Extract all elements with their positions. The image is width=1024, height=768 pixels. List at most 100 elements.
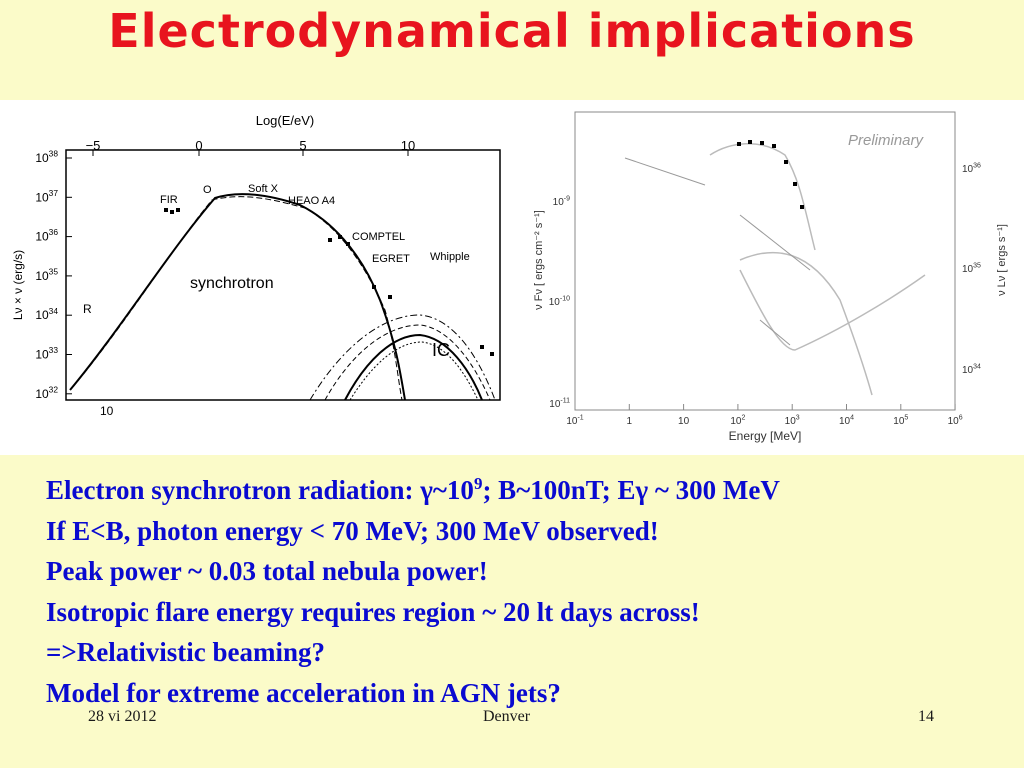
annotation: IC (432, 340, 450, 360)
y-tick-label-base: 10 (35, 269, 49, 283)
x-tick-label: 105 (893, 415, 908, 428)
y-tick-label: 10-11 (549, 398, 570, 411)
y-tick-label-base: 10 (35, 151, 49, 165)
y-tick-label-exp: 34 (49, 306, 59, 316)
annotation: O (203, 184, 212, 196)
y-tick-label-base: 10 (549, 297, 561, 308)
annotation: synchrotron (190, 275, 274, 292)
x-tick-label: −5 (86, 138, 101, 153)
y-tick-label: 1036 (35, 227, 58, 243)
bullet: Electron synchrotron radiation: γ~109; B… (46, 470, 780, 511)
y2-tick-label: 1036 (962, 163, 981, 176)
y-tick-label-base: 10 (35, 348, 49, 362)
synchrotron-model (71, 196, 403, 401)
bullet: Model for extreme acceleration in AGN je… (46, 673, 780, 714)
y-tick-label: 1034 (35, 306, 58, 322)
bottom-label: 10 (100, 404, 114, 418)
figures: Log(E/eV)−5 0 5 101038103710361035103410331… (0, 100, 1024, 455)
y-tick-label-exp: 36 (49, 227, 59, 237)
bullet-text: ; B~100nT; Eγ ~ 300 MeV (482, 475, 780, 505)
y-tick-label: 1035 (35, 267, 58, 283)
y-tick-label: 1032 (35, 384, 58, 400)
y-tick-label-exp: -9 (564, 196, 570, 203)
y-tick-label-exp: 38 (49, 149, 59, 159)
x-axis-title: Log(E/eV) (256, 113, 315, 128)
y-tick-label-exp: 35 (49, 267, 59, 277)
synchrotron-curve (739, 251, 873, 396)
figure-background (0, 100, 1024, 455)
x-tick-label-exp: 6 (959, 415, 963, 422)
footer-place: Denver (483, 708, 531, 725)
watermark: Preliminary (848, 132, 925, 149)
annotation: Soft X (248, 183, 279, 195)
y2-tick-label: 1034 (962, 364, 981, 377)
bullet-list: Electron synchrotron radiation: γ~109; B… (46, 470, 780, 713)
bullet-text: Peak power ~ 0.03 total nebula power! (46, 556, 488, 586)
right-plot-frame (574, 111, 956, 411)
x-tick-label-exp: 2 (742, 415, 746, 422)
y2-tick-label-exp: 36 (973, 163, 981, 170)
flare-curve (709, 143, 816, 251)
x-tick-label: 103 (785, 415, 800, 428)
y-tick-label: 1037 (35, 188, 58, 204)
ic-curve (324, 324, 491, 401)
x-tick-label-exp: 3 (796, 415, 800, 422)
x-tick-label-exp: -1 (577, 415, 583, 422)
bullet: Peak power ~ 0.03 total nebula power! (46, 551, 780, 592)
footer-date: 28 vi 2012 (88, 708, 157, 725)
y2-tick-label-exp: 35 (973, 263, 981, 270)
y-tick-label-base: 10 (35, 308, 49, 322)
y2-axis-title: ν Lν [ ergs s⁻¹] (996, 224, 1008, 296)
bullet-text: =>Relativistic beaming? (46, 637, 325, 667)
bullet: Isotropic flare energy requires region ~… (46, 592, 780, 633)
x-axis-title: Energy [MeV] (729, 429, 802, 443)
annotation: FIR (160, 194, 178, 206)
y-tick-label-exp: 32 (49, 384, 59, 394)
x-tick-label: 10 (678, 416, 690, 427)
bullet-text: 9 (473, 474, 483, 493)
y-tick-label: 10-10 (549, 296, 570, 309)
y-tick-label-base: 10 (35, 387, 49, 401)
x-tick-label-base: 10 (839, 416, 851, 427)
slide-title: Electrodynamical implications (108, 4, 916, 58)
annotation: COMPTEL (352, 231, 405, 243)
x-tick-label-exp: 4 (850, 415, 854, 422)
y2-tick-label: 1035 (962, 263, 981, 276)
y-tick-label-exp: 33 (49, 345, 59, 355)
x-tick-label: 104 (839, 415, 854, 428)
ic-curve (344, 333, 483, 401)
y-tick-label-base: 10 (35, 190, 49, 204)
left-plot-frame (65, 149, 501, 401)
x-tick-label-base: 10 (785, 416, 797, 427)
x-tick-label: 106 (948, 415, 963, 428)
y2-tick-label-exp: 34 (973, 364, 981, 371)
x-tick-label: 10 (401, 138, 415, 153)
bullet-text: If E<B, photon energy < 70 MeV; 300 MeV … (46, 515, 659, 546)
x-tick-label: 1 (627, 416, 633, 427)
annotation: Whipple (430, 251, 470, 263)
x-tick-label: 0 (195, 138, 202, 153)
y-tick-label-exp: -11 (560, 398, 570, 405)
y-tick-label-exp: 37 (49, 188, 59, 198)
y-axis-title: Lν × ν (erg/s) (11, 250, 25, 320)
x-tick-label-exp: 5 (904, 415, 908, 422)
bullet-text: Model for extreme acceleration in AGN je… (46, 677, 561, 708)
x-tick-label: 102 (730, 415, 745, 428)
y-tick-label: 1038 (35, 149, 58, 165)
y-tick-label-base: 10 (549, 399, 561, 410)
y2-tick-label-base: 10 (962, 365, 974, 376)
bullet: If E<B, photon energy < 70 MeV; 300 MeV … (46, 511, 780, 552)
ic-curve (349, 341, 479, 401)
bullet-text: Electron synchrotron radiation: γ~10 (46, 475, 474, 505)
annotation: EGRET (372, 253, 410, 265)
y-tick-label: 1033 (35, 345, 58, 361)
y2-tick-label-base: 10 (962, 164, 974, 175)
x-tick-label-base: 10 (948, 416, 960, 427)
nebula-points (624, 157, 811, 346)
ic-curve (739, 269, 926, 351)
y-axis-title: ν Fν [ ergs cm⁻² s⁻¹] (533, 210, 545, 310)
x-tick-label: 10-1 (566, 415, 583, 428)
y-tick-label-base: 10 (553, 197, 565, 208)
bullet-text: Isotropic flare energy requires region ~… (46, 596, 700, 627)
